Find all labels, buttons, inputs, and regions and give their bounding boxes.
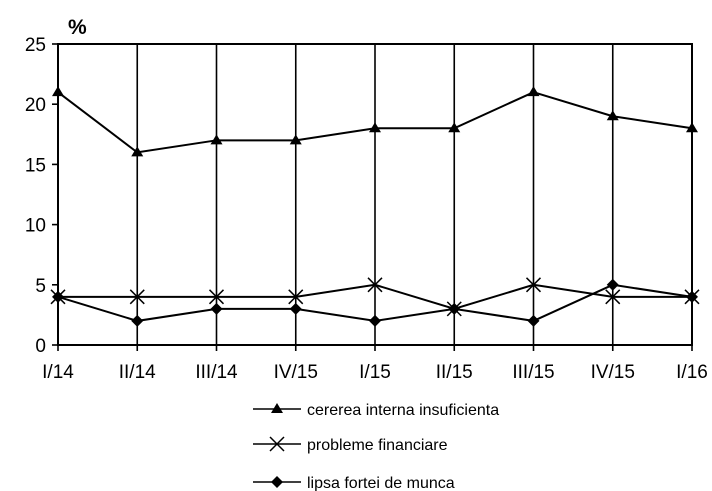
y-unit-label: %: [68, 16, 87, 39]
legend-item: probleme financiare: [253, 436, 448, 454]
data-point-x: [269, 436, 285, 452]
grid-lines: [136, 44, 614, 345]
x-tick-label: IV/15: [274, 362, 318, 383]
x-marker-stroke: [208, 289, 225, 305]
x-tick-label: I/14: [42, 362, 74, 383]
y-axis: 0 5 10 15 20 25: [25, 35, 58, 357]
legend-label: lipsa fortei de munca: [307, 475, 455, 491]
data-point-triangle: [606, 110, 619, 121]
x-marker-stroke: [525, 277, 542, 293]
legend-label: cererea interna insuficienta: [307, 402, 499, 419]
data-point-x: [208, 289, 225, 305]
x-marker-stroke: [367, 277, 383, 293]
y-tick-label: 5: [35, 276, 46, 297]
data-point-diamond: [131, 314, 144, 327]
x-tick-label: I/15: [359, 362, 391, 383]
y-tick-label: 15: [25, 155, 46, 176]
x-tick-label: I/16: [676, 362, 708, 383]
data-point-triangle: [52, 86, 64, 97]
x-marker-stroke: [129, 289, 145, 305]
y-tick-label: 20: [25, 95, 46, 116]
x-tick-label: III/15: [512, 362, 554, 383]
legend-item: lipsa fortei de munca: [253, 475, 455, 491]
legend-item: cererea interna insuficienta: [253, 402, 499, 419]
data-point-triangle: [210, 134, 223, 145]
data-point-triangle: [686, 122, 698, 133]
data-point-diamond: [686, 290, 698, 303]
legend: cererea interna insuficienta probleme fin…: [253, 402, 499, 491]
data-point-x: [605, 289, 621, 305]
x-axis: I/14 II/14 III/14 IV/15 I/15 II/15 III/15 IV/15…: [42, 345, 708, 383]
x-tick-label: IV/15: [591, 362, 635, 383]
series-triangle: [52, 86, 698, 157]
series-layer: [50, 86, 700, 327]
x-marker-stroke: [269, 436, 285, 452]
data-point-x: [288, 289, 304, 305]
y-tick-label: 0: [35, 336, 46, 357]
data-point-triangle: [131, 146, 144, 157]
data-point-x: [525, 277, 542, 293]
x-marker-stroke: [605, 289, 621, 305]
data-point-diamond: [289, 302, 302, 315]
x-tick-label: II/14: [119, 362, 156, 383]
x-marker-stroke: [288, 289, 304, 305]
data-point-diamond: [369, 314, 381, 327]
data-point-diamond: [210, 302, 223, 315]
series-diamond: [52, 278, 698, 327]
data-point-diamond: [527, 314, 540, 327]
legend-label: probleme financiare: [307, 437, 448, 454]
x-tick-label: II/15: [436, 362, 473, 383]
data-point-triangle: [369, 122, 381, 133]
data-point-x: [129, 289, 145, 305]
data-point-diamond: [271, 476, 283, 488]
y-tick-label: 10: [25, 216, 46, 237]
data-point-diamond: [448, 302, 461, 315]
data-point-triangle: [448, 122, 461, 133]
data-point-triangle: [527, 86, 540, 97]
data-point-diamond: [606, 278, 619, 291]
x-tick-label: III/14: [195, 362, 238, 383]
data-point-triangle: [271, 403, 283, 413]
data-point-x: [367, 277, 383, 293]
data-point-triangle: [289, 134, 302, 145]
y-tick-label: 25: [25, 35, 46, 56]
data-point-diamond: [52, 290, 64, 303]
